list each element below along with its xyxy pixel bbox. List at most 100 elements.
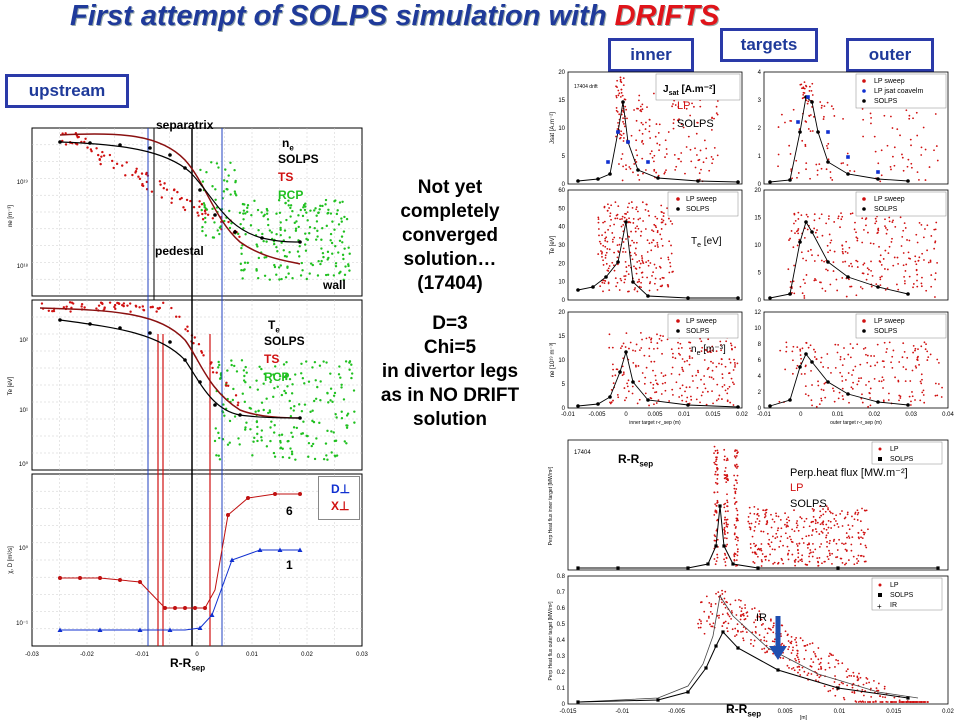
te-target-label: Te [eV] bbox=[691, 236, 722, 249]
lp-point bbox=[911, 369, 914, 372]
lp-point bbox=[889, 165, 892, 168]
lp-point bbox=[681, 368, 684, 371]
lp-point bbox=[626, 385, 629, 388]
lp-point bbox=[827, 366, 830, 369]
rcp-point bbox=[329, 372, 332, 375]
lp-point bbox=[833, 524, 836, 527]
lp-point bbox=[802, 257, 804, 260]
lp-point bbox=[915, 366, 918, 369]
target-xtick: 0.01 bbox=[832, 412, 844, 418]
rcp-point bbox=[219, 225, 222, 228]
ne-ytick: 10¹⁸ bbox=[17, 263, 29, 270]
lp-point bbox=[768, 559, 770, 562]
target-xlabel: inner target r-r_sep (m) bbox=[629, 420, 681, 426]
solps-point bbox=[608, 172, 612, 176]
rcp-point bbox=[228, 419, 232, 423]
hf-outer-solps-point bbox=[686, 690, 690, 694]
lp-point bbox=[705, 349, 708, 351]
hf-outer-lp-point bbox=[803, 645, 806, 647]
hf-outer-lp-point bbox=[792, 667, 795, 669]
hf-outer-lp-point bbox=[787, 648, 790, 651]
rcp-point bbox=[201, 229, 204, 233]
solps-point bbox=[646, 398, 650, 402]
lp-point bbox=[751, 551, 754, 554]
hf-outer-lp-point bbox=[877, 682, 880, 685]
lp-point bbox=[697, 159, 700, 162]
lp-point bbox=[711, 117, 713, 119]
solps-point bbox=[646, 294, 650, 298]
hf-inner-solps-point bbox=[936, 566, 940, 570]
rcp-point bbox=[233, 415, 237, 418]
rcp-point bbox=[289, 204, 293, 207]
ts-point bbox=[237, 401, 240, 404]
lp-point bbox=[924, 348, 927, 351]
lp-point bbox=[839, 358, 842, 361]
solps-point bbox=[624, 220, 628, 224]
hf-outer-lp-point bbox=[797, 658, 800, 661]
ts-point bbox=[202, 354, 205, 357]
target-ytick: 5 bbox=[562, 382, 566, 388]
lp-point bbox=[934, 241, 936, 244]
ts-point bbox=[182, 206, 185, 209]
rcp-point bbox=[211, 207, 214, 211]
lp-point bbox=[713, 461, 716, 464]
lp-point bbox=[825, 268, 827, 271]
hf-outer-lp-point bbox=[789, 641, 792, 644]
rcp-point bbox=[277, 266, 281, 269]
lp-point bbox=[733, 503, 736, 505]
lp-point bbox=[724, 365, 727, 368]
hf-outer-lp-point bbox=[798, 669, 801, 671]
lp-point bbox=[633, 252, 636, 255]
lp-point bbox=[716, 482, 719, 485]
lp-point bbox=[716, 473, 719, 476]
lp-point bbox=[734, 538, 737, 541]
hf-inner-solps-point bbox=[576, 566, 580, 570]
rcp-point bbox=[278, 434, 281, 437]
lp-point bbox=[841, 215, 844, 218]
lp-point bbox=[780, 113, 783, 116]
legend-marker bbox=[862, 99, 866, 103]
wall-label: wall bbox=[323, 278, 346, 292]
lp-point bbox=[638, 129, 641, 132]
lp-point bbox=[674, 357, 677, 360]
rcp-point bbox=[273, 263, 276, 267]
lp-point bbox=[918, 256, 921, 259]
lp-point bbox=[672, 122, 675, 125]
rcp-point bbox=[326, 250, 330, 254]
lp-point bbox=[785, 518, 788, 521]
rcp-point bbox=[290, 452, 294, 456]
lp-point bbox=[861, 537, 864, 540]
ts-point bbox=[165, 188, 169, 191]
rcp-point bbox=[337, 373, 341, 376]
rcp-point bbox=[249, 428, 252, 431]
ts-point bbox=[126, 304, 129, 307]
lp-point bbox=[827, 217, 830, 220]
lp-point bbox=[835, 514, 838, 517]
lp-point bbox=[611, 232, 614, 234]
rcp-point bbox=[274, 365, 277, 368]
lp-point bbox=[839, 371, 842, 374]
hf-outer-lp-point bbox=[752, 645, 755, 647]
lp-point bbox=[808, 542, 810, 545]
ts-point bbox=[108, 153, 112, 157]
rcp-point bbox=[329, 239, 332, 242]
lp-point bbox=[753, 562, 756, 564]
lp-point bbox=[876, 343, 879, 346]
rcp-point bbox=[249, 407, 253, 410]
lp-point bbox=[847, 372, 850, 374]
target-xtick: 0 bbox=[624, 412, 628, 418]
lp-point bbox=[906, 356, 909, 359]
lp-point bbox=[678, 373, 681, 376]
target-ytick: 5 bbox=[758, 271, 762, 277]
lp-point bbox=[815, 358, 818, 361]
lp-point bbox=[929, 261, 932, 263]
rcp-point bbox=[277, 198, 281, 202]
lp-point bbox=[688, 363, 691, 366]
hf-outer-lp-point bbox=[703, 610, 706, 613]
rcp-point bbox=[341, 241, 344, 244]
hf-outer-lp-point bbox=[858, 672, 860, 675]
ne-legend-label: ne bbox=[282, 136, 294, 153]
rcp-point bbox=[236, 232, 240, 236]
hf-outer-lp-point bbox=[881, 696, 884, 698]
hf-outer-lp-point bbox=[796, 656, 799, 659]
